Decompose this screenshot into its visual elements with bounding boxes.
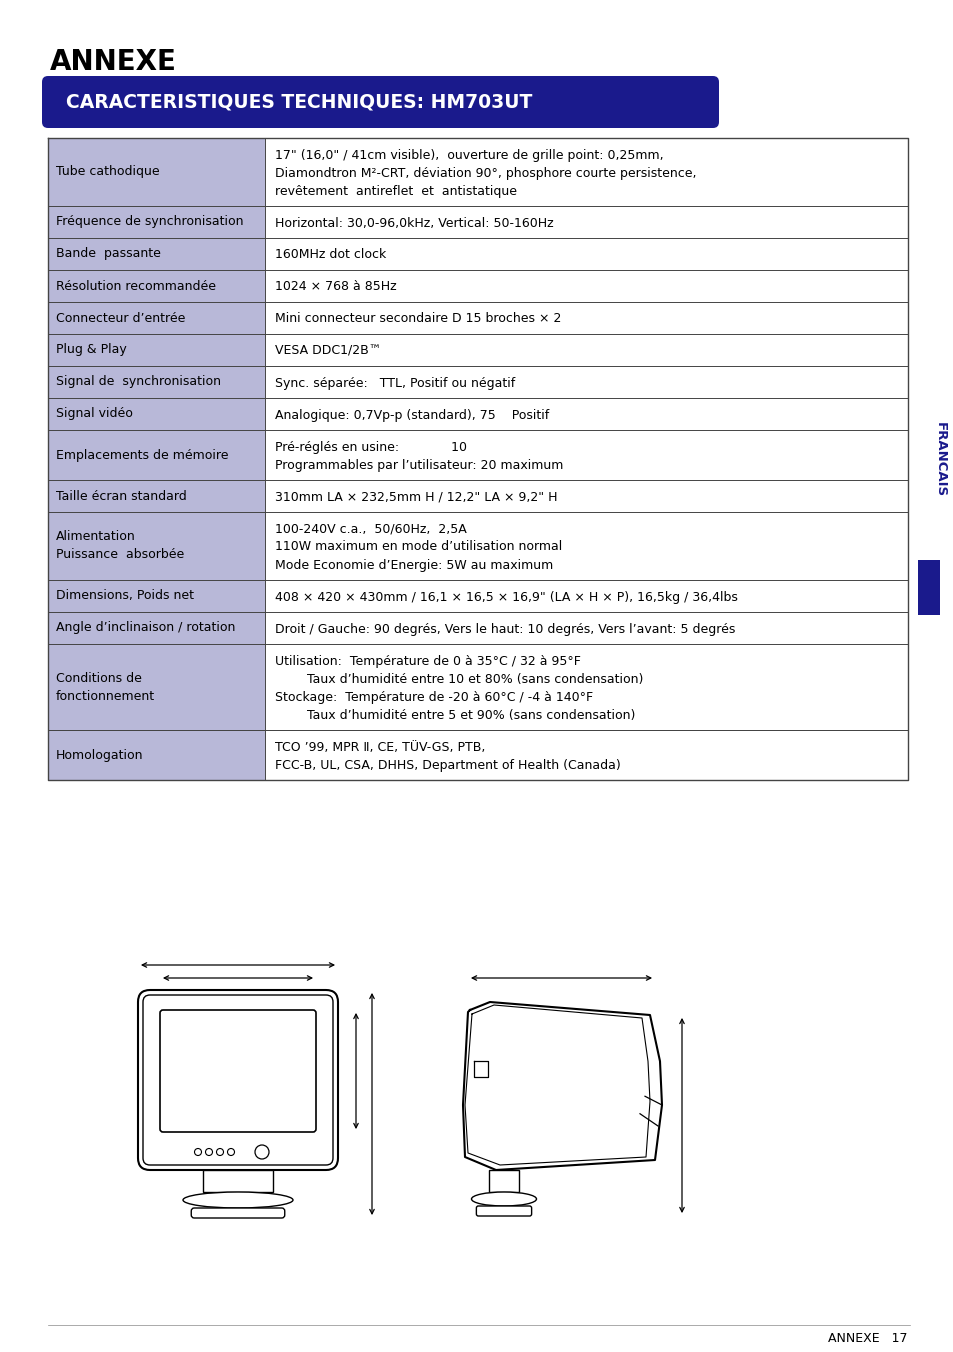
Bar — [48, 301, 265, 334]
Text: Taux d’humidité entre 10 et 80% (sans condensation): Taux d’humidité entre 10 et 80% (sans co… — [274, 672, 642, 685]
Text: Mode Economie d’Energie: 5W au maximum: Mode Economie d’Energie: 5W au maximum — [274, 558, 553, 572]
Text: Tube cathodique: Tube cathodique — [56, 165, 159, 178]
Bar — [48, 138, 265, 206]
Text: TCO ’99, MPR Ⅱ, CE, TÜV-GS, PTB,: TCO ’99, MPR Ⅱ, CE, TÜV-GS, PTB, — [274, 741, 485, 753]
Text: Bande  passante: Bande passante — [56, 247, 161, 261]
FancyBboxPatch shape — [191, 1207, 284, 1218]
Text: CARACTERISTIQUES TECHNIQUES: HM703UT: CARACTERISTIQUES TECHNIQUES: HM703UT — [66, 92, 532, 111]
Text: 310mm LA × 232,5mm H / 12,2" LA × 9,2" H: 310mm LA × 232,5mm H / 12,2" LA × 9,2" H — [274, 491, 557, 503]
Text: VESA DDC1/2B™: VESA DDC1/2B™ — [274, 345, 381, 357]
Text: 160MHz dot clock: 160MHz dot clock — [274, 249, 386, 261]
Text: Horizontal: 30,0-96,0kHz, Vertical: 50-160Hz: Horizontal: 30,0-96,0kHz, Vertical: 50-1… — [274, 216, 553, 230]
Text: Plug & Play: Plug & Play — [56, 343, 127, 357]
Text: Homologation: Homologation — [56, 749, 143, 761]
Text: 1024 × 768 à 85Hz: 1024 × 768 à 85Hz — [274, 280, 396, 293]
Text: fonctionnement: fonctionnement — [56, 690, 155, 703]
Text: Programmables par l’utilisateur: 20 maximum: Programmables par l’utilisateur: 20 maxi… — [274, 458, 563, 472]
FancyBboxPatch shape — [42, 76, 719, 128]
Text: Stockage:  Température de -20 à 60°C / -4 à 140°F: Stockage: Température de -20 à 60°C / -4… — [274, 691, 593, 703]
Text: 17" (16,0" / 41cm visible),  ouverture de grille point: 0,25mm,: 17" (16,0" / 41cm visible), ouverture de… — [274, 149, 663, 161]
Bar — [48, 206, 265, 238]
Text: Résolution recommandée: Résolution recommandée — [56, 280, 215, 292]
FancyBboxPatch shape — [143, 995, 333, 1165]
Text: Dimensions, Poids net: Dimensions, Poids net — [56, 589, 193, 603]
Text: Mini connecteur secondaire D 15 broches × 2: Mini connecteur secondaire D 15 broches … — [274, 312, 560, 326]
Text: ANNEXE: ANNEXE — [50, 49, 176, 76]
Text: Diamondtron M²-CRT, déviation 90°, phosphore courte persistence,: Diamondtron M²-CRT, déviation 90°, phosp… — [274, 166, 696, 180]
Bar — [48, 612, 265, 644]
Text: FRANCAIS: FRANCAIS — [933, 422, 945, 498]
Text: Analogique: 0,7Vp-p (standard), 75    Positif: Analogique: 0,7Vp-p (standard), 75 Posit… — [274, 408, 549, 422]
Bar — [48, 430, 265, 480]
Text: Alimentation: Alimentation — [56, 530, 135, 544]
Bar — [48, 334, 265, 366]
Text: Sync. séparée:   TTL, Positif ou négatif: Sync. séparée: TTL, Positif ou négatif — [274, 376, 515, 389]
Bar — [48, 238, 265, 270]
Text: Puissance  absorbée: Puissance absorbée — [56, 549, 184, 561]
Bar — [917, 560, 939, 615]
Bar — [48, 397, 265, 430]
Bar — [48, 730, 265, 780]
Ellipse shape — [183, 1192, 293, 1207]
Text: Fréquence de synchronisation: Fréquence de synchronisation — [56, 215, 243, 228]
Text: Taille écran standard: Taille écran standard — [56, 489, 187, 503]
FancyBboxPatch shape — [138, 990, 337, 1169]
Text: 408 × 420 × 430mm / 16,1 × 16,5 × 16,9" (LA × H × P), 16,5kg / 36,4lbs: 408 × 420 × 430mm / 16,1 × 16,5 × 16,9" … — [274, 591, 737, 603]
Bar — [48, 366, 265, 397]
Bar — [48, 480, 265, 512]
Bar — [489, 1169, 518, 1192]
Text: Connecteur d’entrée: Connecteur d’entrée — [56, 311, 185, 324]
Text: Conditions de: Conditions de — [56, 672, 142, 684]
Bar — [48, 644, 265, 730]
Text: Signal vidéo: Signal vidéo — [56, 407, 132, 420]
Text: revêtement  antireflet  et  antistatique: revêtement antireflet et antistatique — [274, 184, 517, 197]
Text: Taux d’humidité entre 5 et 90% (sans condensation): Taux d’humidité entre 5 et 90% (sans con… — [274, 708, 635, 722]
Text: 110W maximum en mode d’utilisation normal: 110W maximum en mode d’utilisation norma… — [274, 541, 561, 553]
Text: FCC-B, UL, CSA, DHHS, Department of Health (Canada): FCC-B, UL, CSA, DHHS, Department of Heal… — [274, 758, 620, 772]
Bar — [48, 512, 265, 580]
FancyBboxPatch shape — [160, 1010, 315, 1132]
Ellipse shape — [471, 1192, 536, 1206]
Text: Pré-réglés en usine:             10: Pré-réglés en usine: 10 — [274, 441, 467, 453]
Text: Utilisation:  Température de 0 à 35°C / 32 à 95°F: Utilisation: Température de 0 à 35°C / 3… — [274, 654, 580, 668]
Bar — [48, 580, 265, 612]
Text: Angle d’inclinaison / rotation: Angle d’inclinaison / rotation — [56, 622, 235, 634]
Bar — [48, 270, 265, 301]
Text: Signal de  synchronisation: Signal de synchronisation — [56, 376, 221, 388]
Text: ANNEXE   17: ANNEXE 17 — [827, 1332, 907, 1344]
Text: Emplacements de mémoire: Emplacements de mémoire — [56, 449, 229, 461]
Text: 100-240V c.a.,  50/60Hz,  2,5A: 100-240V c.a., 50/60Hz, 2,5A — [274, 522, 466, 535]
Bar — [203, 1169, 273, 1192]
FancyBboxPatch shape — [476, 1206, 531, 1215]
Text: Droit / Gauche: 90 degrés, Vers le haut: 10 degrés, Vers l’avant: 5 degrés: Droit / Gauche: 90 degrés, Vers le haut:… — [274, 622, 735, 635]
